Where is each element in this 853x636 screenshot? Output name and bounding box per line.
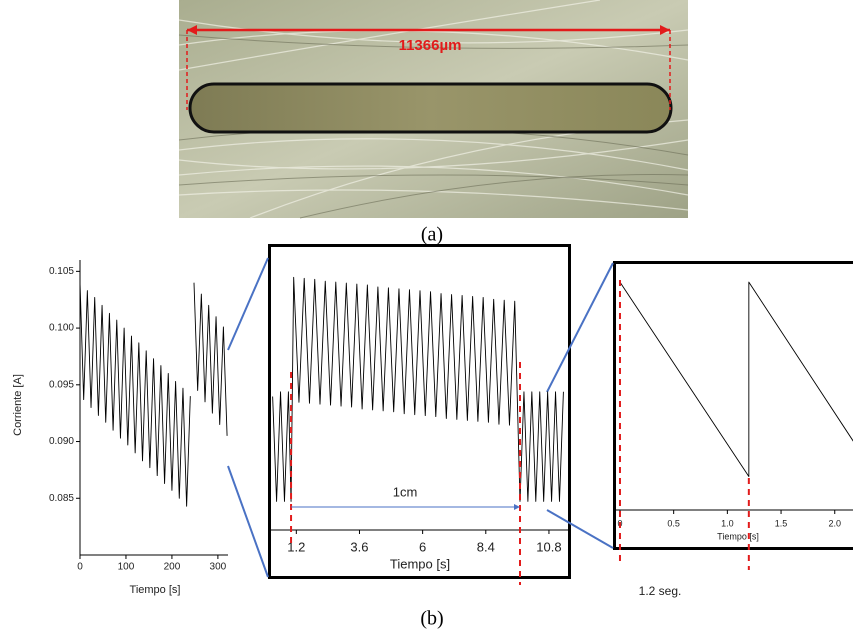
x-tick-label: 300 xyxy=(210,562,227,573)
data-line xyxy=(620,282,853,476)
x-tick-label: 1.5 xyxy=(775,518,788,528)
x-axis-label: Tiempo [s] xyxy=(130,584,181,596)
x-axis-label: Tiempo [s] xyxy=(717,531,759,541)
x-tick-label: 200 xyxy=(164,562,181,573)
caption: (b) xyxy=(420,608,443,630)
y-tick-label: 0.105 xyxy=(49,266,74,277)
zoom-frame xyxy=(615,263,853,549)
figure: 11366µm (a) (b) 0 100 200 300 0.085 0.090 0.09… xyxy=(0,0,853,636)
x-tick-label: 2.0 xyxy=(828,518,841,528)
y-tick-label: 0.095 xyxy=(49,379,74,390)
x-tick-label: 0.5 xyxy=(667,518,680,528)
data-line xyxy=(80,283,227,507)
y-tick-label: 0.100 xyxy=(49,323,74,334)
micrograph: 11366µm xyxy=(179,0,688,218)
caption: (a) xyxy=(421,224,443,246)
x-tick-label: 3.6 xyxy=(350,539,368,554)
x-tick-label: 6 xyxy=(419,539,426,554)
measurement: 11366µm xyxy=(399,37,462,54)
annotation: 1cm xyxy=(393,484,418,499)
annotation: 1.2 seg. xyxy=(639,584,682,598)
x-tick-label: 10.8 xyxy=(536,539,561,554)
y-tick-label: 0.090 xyxy=(49,436,74,447)
x-tick-label: 1.2 xyxy=(287,539,305,554)
page: {"image": {"measurement": "11366µm", "ca… xyxy=(0,0,853,636)
x-tick-label: 0 xyxy=(77,562,83,573)
y-tick-label: 0.085 xyxy=(49,493,74,504)
y-axis-label: Corriente [A] xyxy=(12,374,24,436)
x-axis-label: Tiempo [s] xyxy=(390,556,450,571)
x-tick-label: 1.0 xyxy=(721,518,734,528)
x-tick-label: 8.4 xyxy=(477,539,495,554)
x-tick-label: 100 xyxy=(118,562,135,573)
